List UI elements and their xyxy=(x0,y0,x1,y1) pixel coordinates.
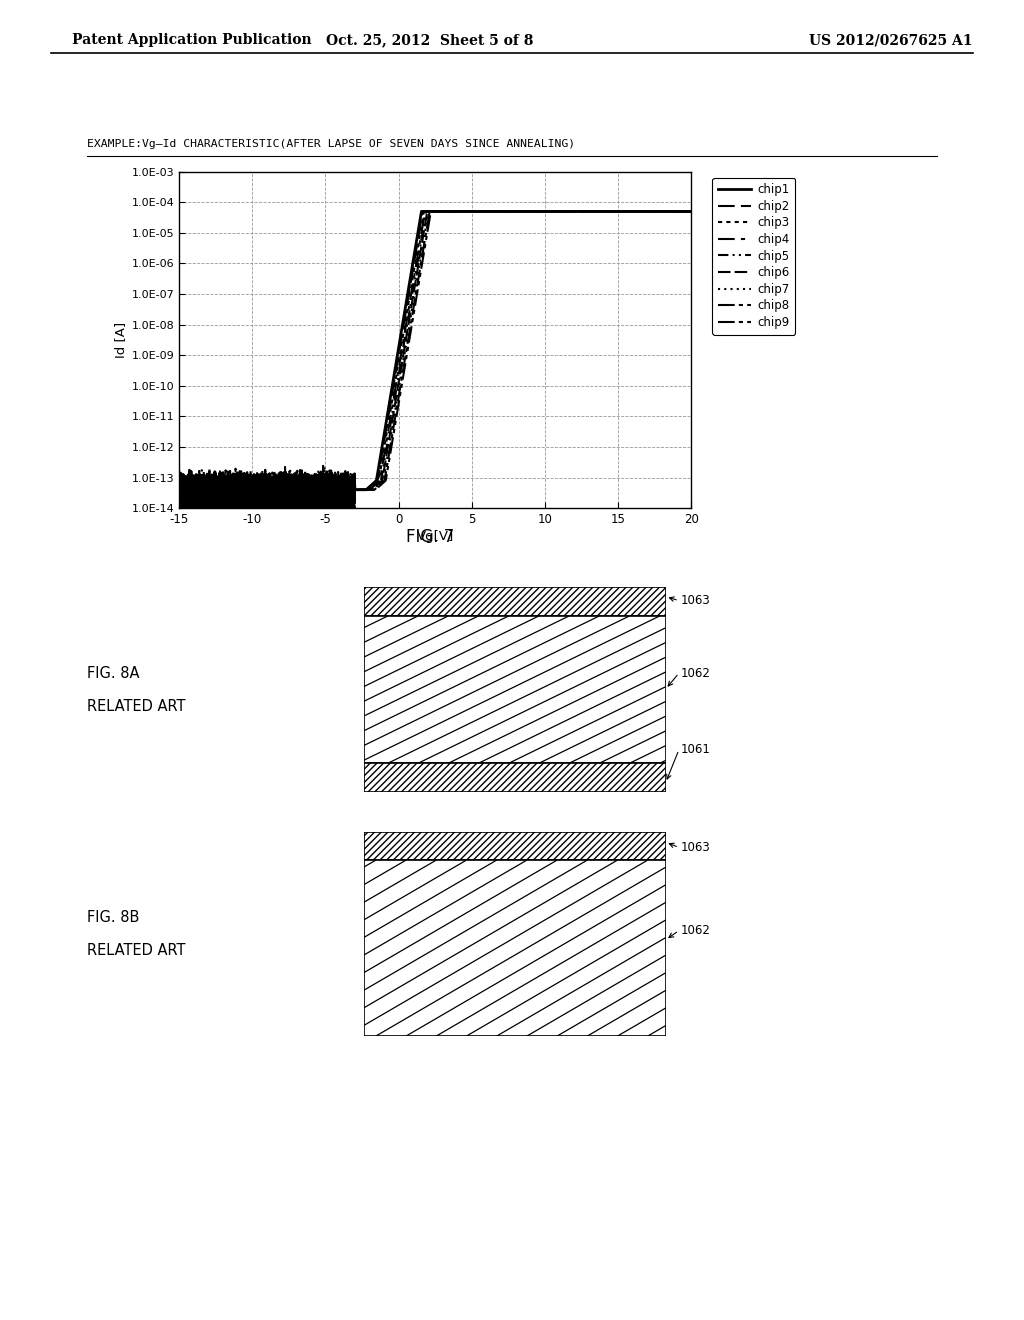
Text: 1063: 1063 xyxy=(681,594,711,607)
Bar xyxy=(364,832,666,861)
Text: FIG. 7: FIG. 7 xyxy=(406,528,455,546)
Text: Patent Application Publication: Patent Application Publication xyxy=(72,33,311,48)
Text: RELATED ART: RELATED ART xyxy=(87,698,185,714)
Text: 1061: 1061 xyxy=(681,743,711,756)
Text: RELATED ART: RELATED ART xyxy=(87,942,185,958)
Bar xyxy=(364,587,666,616)
Text: Oct. 25, 2012  Sheet 5 of 8: Oct. 25, 2012 Sheet 5 of 8 xyxy=(327,33,534,48)
Bar xyxy=(364,763,666,792)
Bar xyxy=(364,861,666,1036)
Y-axis label: Id [A]: Id [A] xyxy=(115,322,127,358)
Bar xyxy=(364,832,666,861)
Legend: chip1, chip2, chip3, chip4, chip5, chip6, chip7, chip8, chip9: chip1, chip2, chip3, chip4, chip5, chip6… xyxy=(713,177,796,335)
Bar xyxy=(364,616,666,763)
X-axis label: Vg[V]: Vg[V] xyxy=(417,531,454,544)
Bar xyxy=(364,587,666,616)
Text: FIG. 8A: FIG. 8A xyxy=(87,665,139,681)
Text: US 2012/0267625 A1: US 2012/0267625 A1 xyxy=(809,33,973,48)
Text: FIG. 8B: FIG. 8B xyxy=(87,909,139,925)
Text: 1062: 1062 xyxy=(681,924,711,937)
Text: 1063: 1063 xyxy=(681,841,711,854)
Bar xyxy=(364,763,666,792)
Text: 1062: 1062 xyxy=(681,667,711,680)
Text: EXAMPLE:Vg–Id CHARACTERISTIC(AFTER LAPSE OF SEVEN DAYS SINCE ANNEALING): EXAMPLE:Vg–Id CHARACTERISTIC(AFTER LAPSE… xyxy=(87,139,575,149)
